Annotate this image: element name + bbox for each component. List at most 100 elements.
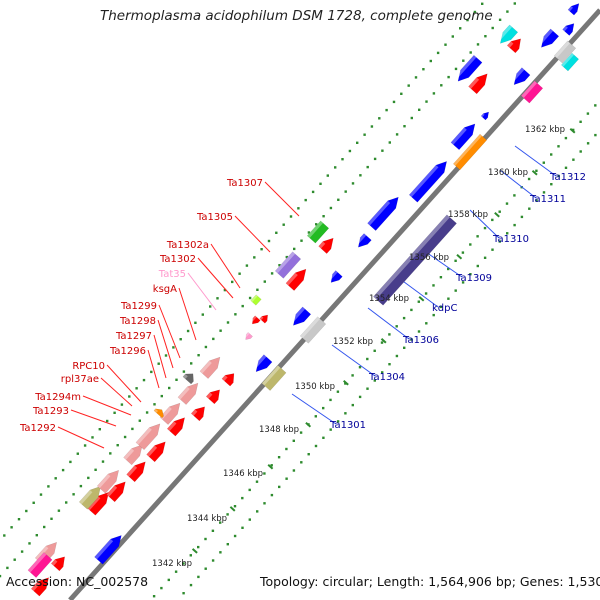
scale-dot xyxy=(277,456,281,459)
scale-dot xyxy=(439,276,443,279)
scale-dot xyxy=(469,243,472,246)
leader-line xyxy=(499,169,537,199)
scale-dot xyxy=(476,264,479,268)
scale-dot xyxy=(322,406,325,410)
gene-feature-highlight xyxy=(507,41,514,48)
gene-feature xyxy=(190,406,206,422)
scale-label: 1356 kbp xyxy=(409,253,449,263)
scale-dot xyxy=(101,460,105,463)
gene-feature-highlight xyxy=(206,392,213,399)
scale-dot xyxy=(231,280,234,284)
gene-feature xyxy=(94,535,122,565)
gene-labels: Ta1307 Ta1305 Ta1302a Ta1302 Tat35 ksgA Ta1299… xyxy=(19,172,586,434)
scale-dot xyxy=(234,313,237,316)
gene-feature-highlight xyxy=(373,214,450,300)
scale-dot xyxy=(190,362,193,365)
scale-dot xyxy=(417,300,420,303)
scale-dot xyxy=(436,51,440,55)
scale-dot xyxy=(113,411,116,414)
gene-feature xyxy=(255,354,273,373)
gene-feature xyxy=(245,332,253,340)
scale-dot xyxy=(373,379,376,382)
scale-dot xyxy=(410,116,413,120)
scale-dot xyxy=(135,387,138,390)
scale-dot xyxy=(182,592,185,595)
scale-dot xyxy=(307,231,311,234)
gene-feature-highlight xyxy=(568,6,573,12)
scale-dot xyxy=(381,371,384,374)
scale-dot xyxy=(439,305,443,309)
gene-feature xyxy=(153,408,164,419)
gene-feature-highlight xyxy=(327,270,338,282)
scale-dot xyxy=(150,370,153,374)
gene-feature-highlight xyxy=(126,465,138,477)
scale-dot xyxy=(204,537,207,541)
scale-dot xyxy=(410,338,413,341)
scale-dot xyxy=(425,322,428,325)
scale-dot xyxy=(304,198,307,202)
scale-dot xyxy=(226,543,229,546)
scale-dot xyxy=(311,190,315,194)
scale-dot xyxy=(476,43,480,46)
gene-feature xyxy=(292,306,312,326)
scale-dot xyxy=(47,485,50,488)
gene-feature xyxy=(567,3,580,16)
scale-dot xyxy=(484,35,487,38)
gene-feature-highlight xyxy=(177,386,190,400)
scale-dot xyxy=(299,431,303,434)
scale-dot xyxy=(153,403,156,406)
gene-feature xyxy=(252,315,261,325)
scale-dot xyxy=(564,136,568,140)
gene-feature xyxy=(513,67,531,86)
scale-dot xyxy=(483,256,487,259)
gene-feature xyxy=(221,373,235,387)
scale-tick xyxy=(569,127,576,134)
scale-dot xyxy=(54,477,57,480)
gene-feature-highlight xyxy=(251,354,267,371)
scale-dot xyxy=(432,92,436,95)
scale-dot xyxy=(167,578,170,582)
scale-dot xyxy=(481,2,484,5)
leader-line xyxy=(234,215,271,253)
gene-label: Ta1301 xyxy=(329,420,366,431)
gene-feature xyxy=(450,123,476,151)
scale-dot xyxy=(106,419,109,423)
scale-dot xyxy=(572,128,575,132)
scale-dot xyxy=(528,207,531,210)
scale-dot xyxy=(459,27,462,30)
gene-feature xyxy=(285,268,307,291)
gene-feature xyxy=(205,389,221,405)
scale-dot xyxy=(451,35,454,38)
gene-feature-highlight xyxy=(249,315,257,323)
gene-feature-highlight xyxy=(453,134,482,166)
scale-dot xyxy=(483,226,487,230)
scale-dot xyxy=(322,436,325,439)
leader-lines xyxy=(57,145,557,449)
scale-dot xyxy=(131,427,134,431)
leader-line xyxy=(153,334,167,379)
scale-dot xyxy=(219,551,222,554)
scale-dot xyxy=(120,403,124,406)
scale-dot xyxy=(157,362,160,365)
scale-dot xyxy=(348,149,352,153)
scale-dot xyxy=(76,452,79,455)
scale-dot xyxy=(25,509,28,513)
scale-dot xyxy=(403,346,406,349)
scale-dot xyxy=(314,415,317,418)
scale-dot xyxy=(241,526,244,529)
scale-tick xyxy=(494,211,500,218)
gene-label: Ta1302 xyxy=(159,254,196,265)
scale-dot xyxy=(388,141,391,144)
scale-dot xyxy=(285,447,288,451)
scale-dot xyxy=(160,586,163,590)
gene-feature-highlight xyxy=(289,306,305,324)
gene-feature xyxy=(553,40,577,64)
gene-feature xyxy=(126,461,146,483)
scale-dot xyxy=(145,411,149,414)
scale-dot xyxy=(168,386,171,390)
leader-line xyxy=(197,257,234,299)
scale-dot xyxy=(223,288,227,292)
scale-dot xyxy=(498,210,501,213)
gene-feature-highlight xyxy=(191,409,198,416)
scale-dot xyxy=(381,149,384,152)
